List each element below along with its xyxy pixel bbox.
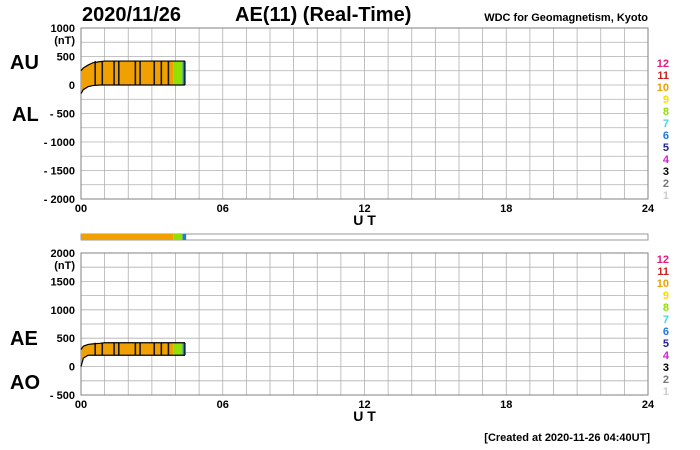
y-tick-label: 2000	[51, 248, 75, 260]
legend-entry: 7	[663, 118, 669, 130]
legend-entry: 2	[663, 374, 669, 386]
au-label: AU	[10, 52, 39, 74]
legend-entry: 5	[663, 142, 669, 154]
y-unit-label: (nT)	[54, 260, 75, 272]
legend-entry: 12	[657, 58, 669, 70]
station-segment	[173, 61, 183, 94]
ao-label: AO	[10, 372, 40, 394]
chart-date: 2020/11/26	[82, 4, 181, 26]
upper-curve	[80, 342, 185, 350]
y-tick-label: 500	[57, 52, 75, 64]
x-tick-label: 06	[217, 399, 229, 411]
x-axis-label: U T	[353, 212, 376, 228]
plot-frame	[80, 252, 649, 396]
legend-entry: 11	[657, 266, 669, 278]
y-tick-label: 500	[57, 333, 75, 345]
x-axis-label: U T	[353, 408, 376, 424]
x-tick-label: 12	[358, 203, 370, 215]
plot-frame	[80, 27, 649, 200]
plot-panel-aual: 1000 500 0 - 500 - 1000 - 1500 - 2000 (nT) 00 06 1…	[44, 23, 670, 228]
y-tick-label: - 1500	[44, 166, 75, 178]
y-tick-label: - 500	[50, 109, 75, 121]
y-tick-label: 1000	[51, 23, 75, 35]
legend-entry: 9	[663, 290, 669, 302]
legend-entry: 1	[663, 190, 669, 202]
y-tick-label: 0	[69, 80, 75, 92]
legend-entry: 9	[663, 94, 669, 106]
legend-entry: 10	[657, 278, 669, 290]
y-tick-label: 1500	[51, 276, 75, 288]
legend-entry: 8	[663, 106, 669, 118]
legend-entry: 11	[657, 70, 669, 82]
y-tick-label: - 1000	[44, 137, 75, 149]
x-tick-label: 00	[75, 203, 87, 215]
x-tick-label: 00	[75, 399, 87, 411]
chart-title: AE(11) (Real-Time)	[235, 4, 412, 26]
ae-label: AE	[10, 328, 38, 350]
created-timestamp: [Created at 2020-11-26 04:40UT]	[484, 432, 650, 444]
legend-entry: 8	[663, 302, 669, 314]
legend-entry: 2	[663, 178, 669, 190]
lower-curve	[80, 84, 185, 94]
legend-entry: 10	[657, 82, 669, 94]
y-tick-label: - 500	[50, 390, 75, 402]
coverage-segment	[182, 234, 187, 240]
legend-entry: 6	[663, 326, 669, 338]
legend-entry: 12	[657, 254, 669, 266]
y-tick-label: 1000	[51, 305, 75, 317]
x-tick-label: 24	[642, 399, 655, 411]
x-tick-label: 12	[358, 399, 370, 411]
x-tick-label: 18	[500, 399, 512, 411]
legend-entry: 1	[663, 386, 669, 398]
y-unit-label: (nT)	[54, 35, 75, 47]
legend-entry: 3	[663, 166, 669, 178]
lower-curve	[80, 354, 185, 367]
legend-entry: 5	[663, 338, 669, 350]
x-tick-label: 24	[642, 203, 655, 215]
station-coverage-bar	[80, 233, 649, 241]
legend-entry: 6	[663, 130, 669, 142]
legend-entry: 4	[663, 350, 670, 362]
al-label: AL	[12, 104, 39, 126]
y-tick-label: 0	[69, 362, 75, 374]
data-source: WDC for Geomagnetism, Kyoto	[484, 12, 648, 24]
x-tick-label: 18	[500, 203, 512, 215]
upper-curve	[80, 60, 185, 72]
x-tick-label: 06	[217, 203, 229, 215]
station-segment	[182, 61, 185, 94]
y-tick-label: - 2000	[44, 194, 75, 206]
coverage-segment	[81, 234, 174, 240]
legend-entry: 3	[663, 362, 669, 374]
legend-entry: 4	[663, 154, 670, 166]
coverage-segment	[173, 234, 183, 240]
legend-entry: 7	[663, 314, 669, 326]
